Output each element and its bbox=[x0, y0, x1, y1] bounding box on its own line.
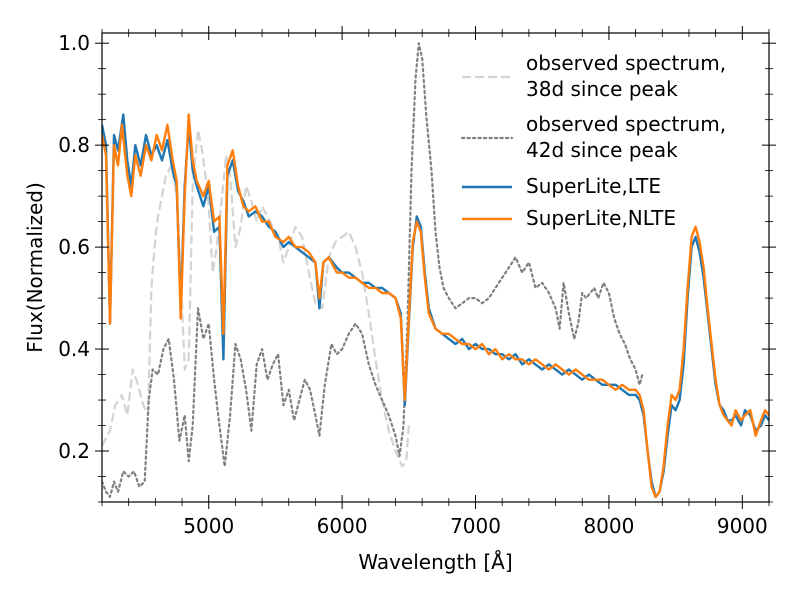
series-layer bbox=[102, 42, 769, 499]
legend-label-1: 42d since peak bbox=[526, 138, 678, 162]
series-line-1 bbox=[102, 42, 644, 498]
y-axis-label: Flux(Normalized) bbox=[23, 182, 47, 353]
y-tick-label: 0.4 bbox=[58, 337, 90, 361]
x-tick-label: 5000 bbox=[183, 514, 234, 538]
legend-label-3: SuperLite,NLTE bbox=[526, 206, 676, 230]
ticks-layer: 5000 6000 7000 8000 9000 0.2 0.4 0.6 0.8 1.0 bbox=[58, 26, 776, 538]
series-line-0 bbox=[102, 128, 410, 468]
x-tick-label: 6000 bbox=[317, 514, 368, 538]
legend-label-0: observed spectrum, bbox=[526, 51, 726, 75]
plot-frame bbox=[101, 32, 770, 503]
y-tick-label: 0.8 bbox=[58, 133, 90, 157]
legend-label-2: SuperLite,LTE bbox=[526, 174, 661, 198]
y-tick-label: 1.0 bbox=[58, 31, 90, 55]
legend-label-1: observed spectrum, bbox=[526, 112, 726, 136]
x-tick-label: 9000 bbox=[717, 514, 768, 538]
y-tick-label: 0.2 bbox=[58, 439, 90, 463]
y-tick-label: 0.6 bbox=[58, 235, 90, 259]
series-line-3 bbox=[102, 113, 769, 499]
x-axis-label: Wavelength [Å] bbox=[358, 550, 512, 574]
x-tick-label: 8000 bbox=[583, 514, 634, 538]
legend-label-0: 38d since peak bbox=[526, 77, 678, 101]
legend: observed spectrum,38d since peakobserved… bbox=[460, 51, 726, 230]
x-tick-label: 7000 bbox=[450, 514, 501, 538]
